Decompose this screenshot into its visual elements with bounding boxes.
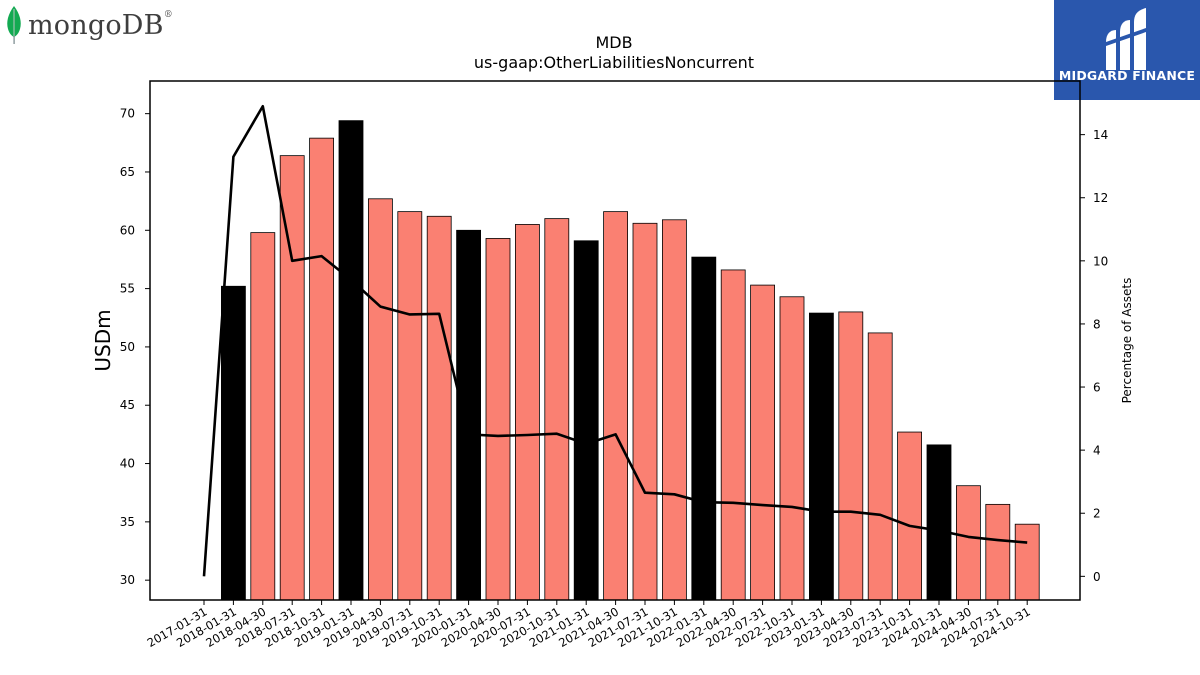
bar	[867, 332, 893, 601]
mongodb-wordmark-text: mongoDB	[28, 9, 164, 41]
y-tick-label: 55	[120, 282, 135, 296]
plot-frame	[149, 80, 1081, 601]
bar	[662, 219, 687, 601]
y2-axis-label: Percentage of Assets	[1120, 278, 1134, 404]
bar	[220, 285, 246, 601]
bar	[750, 284, 775, 601]
y-tick-label: 35	[120, 515, 135, 529]
line-series	[202, 104, 1028, 577]
y2-axis: 0 2 4 6 8 10 12 14	[1080, 128, 1108, 584]
y-tick-label: 65	[120, 165, 135, 179]
y-tick-label: 50	[120, 340, 135, 354]
x-axis: 2017-01-312018-01-312018-04-302018-07-31…	[145, 600, 1033, 650]
y-tick-label: 60	[120, 223, 135, 237]
bar	[838, 311, 864, 601]
bar	[367, 198, 393, 601]
y2-tick-label: 14	[1093, 128, 1108, 142]
y-axis-label: USDm	[91, 309, 115, 371]
leaf-icon	[7, 6, 21, 44]
y2-tick-label: 0	[1093, 570, 1101, 584]
bar	[720, 269, 746, 601]
bar	[573, 240, 599, 601]
bar	[426, 215, 452, 601]
bar	[544, 218, 570, 601]
bar	[779, 296, 805, 601]
bar	[897, 431, 922, 601]
y2-tick-label: 10	[1093, 254, 1108, 268]
y-tick-label: 45	[120, 398, 135, 412]
chart-title: MDB	[595, 33, 632, 52]
bar	[338, 120, 364, 601]
bar	[632, 222, 658, 601]
line-path	[202, 104, 1028, 577]
bar	[809, 312, 834, 601]
bar	[691, 256, 717, 601]
bar	[1014, 523, 1040, 601]
mongodb-logo: mongoDB®	[6, 6, 173, 44]
bar	[603, 211, 628, 601]
y2-tick-label: 4	[1093, 444, 1101, 458]
bar	[926, 444, 952, 601]
y2-tick-label: 6	[1093, 381, 1101, 395]
bar	[956, 485, 981, 601]
y2-tick-label: 8	[1093, 317, 1101, 331]
bar	[279, 155, 305, 601]
bar	[985, 503, 1011, 601]
chart-subtitle: us-gaap:OtherLiabilitiesNoncurrent	[474, 53, 754, 72]
bar	[397, 211, 423, 601]
y-tick-label: 70	[120, 107, 135, 121]
midgard-emblem-icon	[1106, 8, 1146, 70]
mongodb-wordmark: mongoDB®	[28, 10, 173, 41]
midgard-finance-logo: MIDGARD FINANCE	[1054, 0, 1200, 100]
y-axis: 30 35 40 45 50 55 60 65 70	[120, 107, 150, 587]
bar	[250, 232, 276, 601]
midgard-finance-wordmark: MIDGARD FINANCE	[1058, 68, 1196, 83]
y-tick-label: 40	[120, 457, 135, 471]
y2-tick-label: 12	[1093, 191, 1108, 205]
bar	[456, 229, 482, 601]
bar-series	[220, 120, 1040, 601]
bar	[309, 137, 335, 601]
registered-mark: ®	[163, 9, 173, 20]
y-tick-label: 30	[120, 573, 135, 587]
bar	[515, 224, 540, 601]
bar	[485, 238, 511, 601]
y2-tick-label: 2	[1093, 507, 1101, 521]
